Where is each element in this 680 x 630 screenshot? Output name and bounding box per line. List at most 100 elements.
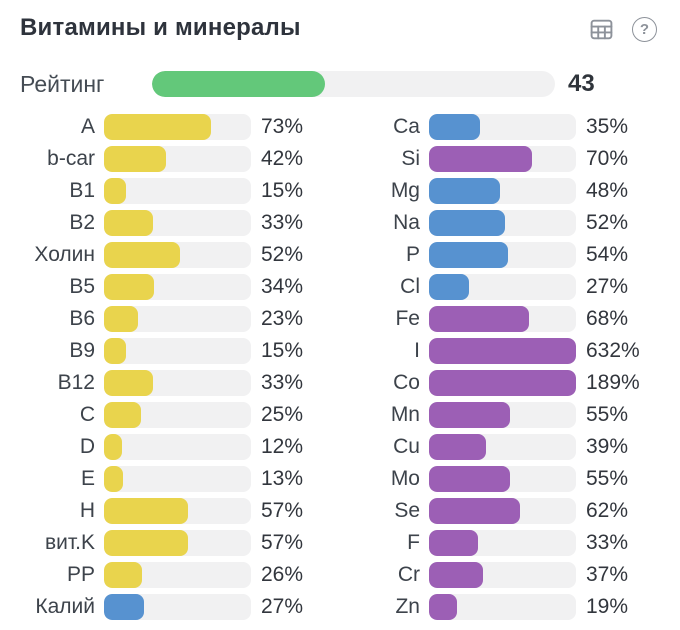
nutrient-percent: 33% — [261, 371, 304, 394]
nutrient-percent: 57% — [261, 499, 304, 522]
nutrient-label: Se — [394, 499, 420, 522]
nutrient-row: Na 52% — [345, 210, 660, 236]
nutrient-row: Se 62% — [345, 498, 660, 524]
nutrient-row: I 632% — [345, 338, 660, 364]
bar-track — [429, 274, 576, 300]
rating-label: Рейтинг — [20, 70, 105, 97]
bar-track — [429, 146, 576, 172]
bar-fill — [104, 466, 124, 492]
vitamins-column: A 73% b-car 42% B1 15% B2 33% Холин 52% — [20, 114, 335, 626]
nutrient-percent: 54% — [586, 243, 629, 266]
bar-fill — [104, 274, 154, 300]
page-title: Витамины и минералы — [20, 14, 301, 41]
nutrient-row: B5 34% — [20, 274, 335, 300]
bar-fill — [104, 434, 122, 460]
nutrient-row: вит.K 57% — [20, 530, 335, 556]
header-icons: ? — [588, 12, 660, 43]
nutrient-row: B6 23% — [20, 306, 335, 332]
nutrient-percent: 19% — [586, 595, 629, 618]
nutrient-percent: 37% — [586, 563, 629, 586]
nutrient-row: Mn 55% — [345, 402, 660, 428]
nutrient-label: Mg — [390, 179, 420, 202]
nutrient-label: F — [407, 531, 420, 554]
nutrient-row: PP 26% — [20, 562, 335, 588]
bar-fill — [104, 178, 127, 204]
nutrient-percent: 55% — [586, 403, 629, 426]
minerals-column: Ca 35% Si 70% Mg 48% Na 52% P 54% Cl — [345, 114, 660, 626]
nutrient-label: Mn — [390, 403, 420, 426]
bar-track — [429, 114, 576, 140]
nutrient-percent: 26% — [261, 563, 304, 586]
bar-fill — [104, 210, 153, 236]
bar-track — [429, 498, 576, 524]
nutrient-label: Si — [401, 147, 420, 170]
bar-track — [104, 434, 251, 460]
nutrient-percent: 42% — [261, 147, 304, 170]
nutrient-row: Fe 68% — [345, 306, 660, 332]
nutrient-percent: 23% — [261, 307, 304, 330]
nutrient-row: Si 70% — [345, 146, 660, 172]
bar-fill — [429, 306, 529, 332]
nutrient-percent: 70% — [586, 147, 629, 170]
bar-track — [429, 338, 576, 364]
nutrient-label: Cu — [393, 435, 420, 458]
nutrient-percent: 25% — [261, 403, 304, 426]
nutrient-percent: 13% — [261, 467, 304, 490]
help-icon[interactable]: ? — [631, 16, 658, 43]
nutrient-label: Калий — [35, 595, 95, 618]
nutrient-label: Fe — [395, 307, 420, 330]
panel-header: Витамины и минералы ? — [20, 12, 660, 48]
bar-track — [429, 562, 576, 588]
nutrient-row: Mg 48% — [345, 178, 660, 204]
bar-track — [429, 466, 576, 492]
nutrient-percent: 62% — [586, 499, 629, 522]
table-icon[interactable] — [588, 16, 615, 43]
bar-fill — [429, 402, 510, 428]
bar-track — [104, 274, 251, 300]
bar-fill — [104, 146, 166, 172]
nutrient-row: Cl 27% — [345, 274, 660, 300]
bar-track — [104, 114, 251, 140]
bar-track — [104, 306, 251, 332]
bar-track — [104, 338, 251, 364]
nutrient-percent: 33% — [586, 531, 629, 554]
bar-track — [429, 210, 576, 236]
nutrient-label: Cr — [397, 563, 420, 586]
nutrient-label: H — [79, 499, 95, 522]
bar-track — [429, 306, 576, 332]
nutrient-percent: 34% — [261, 275, 304, 298]
nutrient-label: B9 — [69, 339, 95, 362]
nutrient-percent: 189% — [586, 371, 640, 394]
nutrient-row: Ca 35% — [345, 114, 660, 140]
nutrient-row: H 57% — [20, 498, 335, 524]
bar-fill — [104, 242, 181, 268]
bar-fill — [429, 114, 481, 140]
nutrient-label: Холин — [34, 243, 95, 266]
nutrient-label: B1 — [69, 179, 95, 202]
nutrient-label: P — [405, 243, 420, 266]
bar-fill — [429, 370, 576, 396]
nutrient-percent: 27% — [586, 275, 629, 298]
nutrient-label: b-car — [47, 147, 95, 170]
bar-fill — [429, 242, 509, 268]
bar-fill — [104, 370, 153, 396]
bar-track — [429, 530, 576, 556]
rating-row: Рейтинг 43 — [20, 70, 660, 97]
bar-track — [104, 530, 251, 556]
bar-fill — [104, 498, 188, 524]
bar-track — [104, 370, 251, 396]
bar-track — [104, 146, 251, 172]
rating-bar-track — [152, 71, 555, 97]
bar-fill — [429, 178, 500, 204]
bar-fill — [429, 466, 510, 492]
nutrient-row: C 25% — [20, 402, 335, 428]
nutrient-percent: 632% — [586, 339, 640, 362]
nutrient-row: B1 15% — [20, 178, 335, 204]
nutrient-label: Mo — [390, 467, 420, 490]
bar-track — [104, 594, 251, 620]
nutrients-grid: A 73% b-car 42% B1 15% B2 33% Холин 52% — [20, 114, 660, 626]
nutrient-label: B5 — [69, 275, 95, 298]
nutrient-row: A 73% — [20, 114, 335, 140]
bar-fill — [429, 562, 484, 588]
